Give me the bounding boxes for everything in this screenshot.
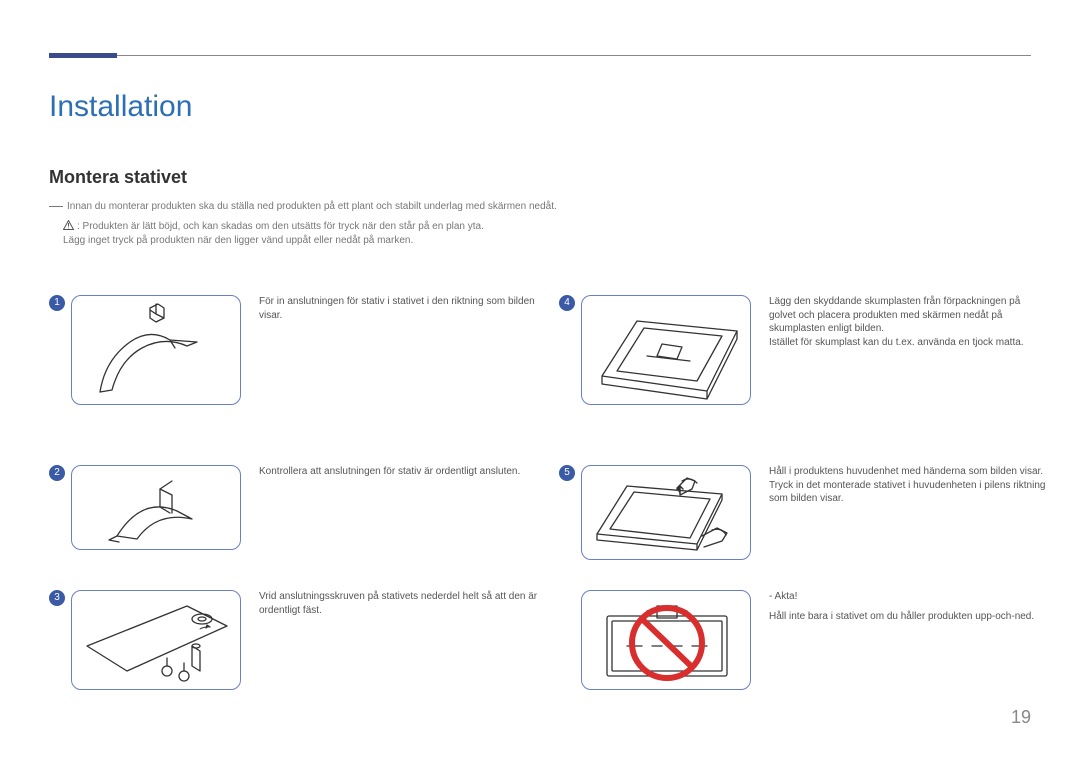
warning-icon: [63, 220, 74, 235]
step-3-figure: [71, 590, 241, 690]
caution-text-a: : Produkten är lätt böjd, och kan skadas…: [77, 221, 484, 232]
caution-line: : Produkten är lätt böjd, och kan skadas…: [49, 220, 569, 248]
step-5-figure: [581, 465, 751, 560]
step-number: 2: [49, 465, 65, 481]
intro-block: Innan du monterar produkten ska du ställ…: [49, 200, 569, 248]
caution-body: Håll inte bara i stativet om du håller p…: [769, 610, 1049, 624]
step-number: 4: [559, 295, 575, 311]
section-title: Montera stativet: [49, 167, 187, 188]
intro-line: Innan du monterar produkten ska du ställ…: [49, 200, 569, 214]
caution-figure: [581, 590, 751, 690]
step-5-text: Håll i produktens huvudenhet med händern…: [769, 465, 1049, 506]
step-2-figure: [71, 465, 241, 550]
step-1-figure: [71, 295, 241, 405]
header-rule: [117, 55, 1031, 56]
step-number: 5: [559, 465, 575, 481]
step-number: 3: [49, 590, 65, 606]
caution-text-block: - Akta! Håll inte bara i stativet om du …: [769, 590, 1049, 623]
step-number: 1: [49, 295, 65, 311]
accent-bar: [49, 53, 117, 58]
intro-line-text: Innan du monterar produkten ska du ställ…: [67, 201, 557, 212]
page-title: Installation: [49, 90, 192, 124]
caution-text-b: Lägg inget tryck på produkten när den li…: [63, 234, 569, 248]
step-1-text: För in anslutningen för stativ i stative…: [259, 295, 539, 322]
step-4-figure: [581, 295, 751, 405]
page-number: 19: [1011, 707, 1031, 728]
caution-label: - Akta!: [769, 590, 1049, 604]
step-4-text: Lägg den skyddande skumplasten från förp…: [769, 295, 1049, 349]
step-2-text: Kontrollera att anslutningen för stativ …: [259, 465, 539, 479]
step-3-text: Vrid anslutningsskruven på stativets ned…: [259, 590, 539, 617]
